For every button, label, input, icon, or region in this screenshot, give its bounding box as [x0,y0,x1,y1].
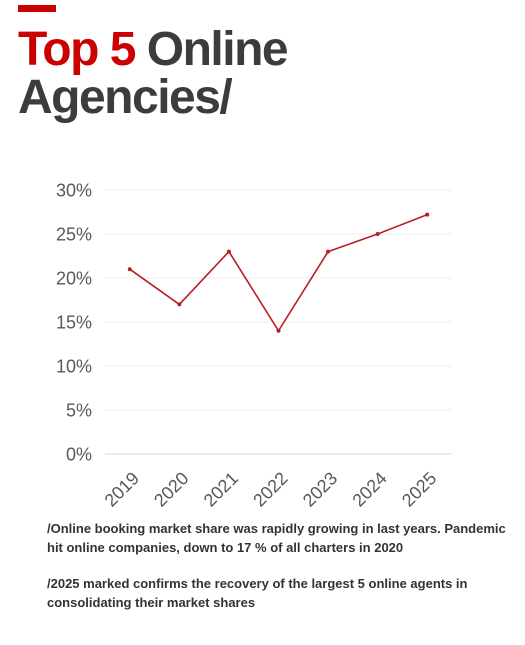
notes: /Online booking market share was rapidly… [47,519,507,629]
title-highlight: Top 5 [18,23,136,76]
y-tick-label: 30% [56,181,92,201]
y-tick-label: 10% [56,357,92,377]
data-point [127,267,132,272]
note-1: /Online booking market share was rapidly… [47,521,506,555]
series-line [129,213,428,333]
y-tick-label: 15% [56,313,92,333]
data-point [425,212,430,217]
title-rest: Online [134,23,289,76]
x-tick-label: 2022 [249,468,291,510]
y-tick-label: 20% [56,269,92,289]
title-line-1: Top 5 Online [18,23,289,76]
line-chart: 0%5%10%15%20%25%30%2019 2020 2021 2022 2023 2… [56,181,452,511]
page-title: Top 5 Online Agencies/ [18,23,289,124]
x-tick-label: 2021 [200,468,242,510]
accent-bar [18,5,56,12]
chart-container: 0% 5% 10% 15% 20% 25% 30% 2019 2020 2021 2022 2023 2… [0,170,525,515]
x-tick-label: 2019 [101,468,143,510]
x-tick-label: 2023 [299,468,341,510]
x-tick-label: 2024 [348,468,390,510]
data-point [375,232,380,236]
data-point [226,249,231,254]
data-point [177,302,182,307]
x-tick-label: 2020 [150,468,192,510]
note-2: /2025 marked confirms the recovery of th… [47,576,468,610]
data-point [276,328,281,333]
x-tick-label: 2025 [398,468,440,510]
data-point [326,249,331,254]
y-tick-label: 25% [56,225,92,245]
y-tick-label: 0% [66,445,92,465]
title-line-2: Agencies/ [18,71,233,124]
y-tick-label: 5% [66,401,92,421]
